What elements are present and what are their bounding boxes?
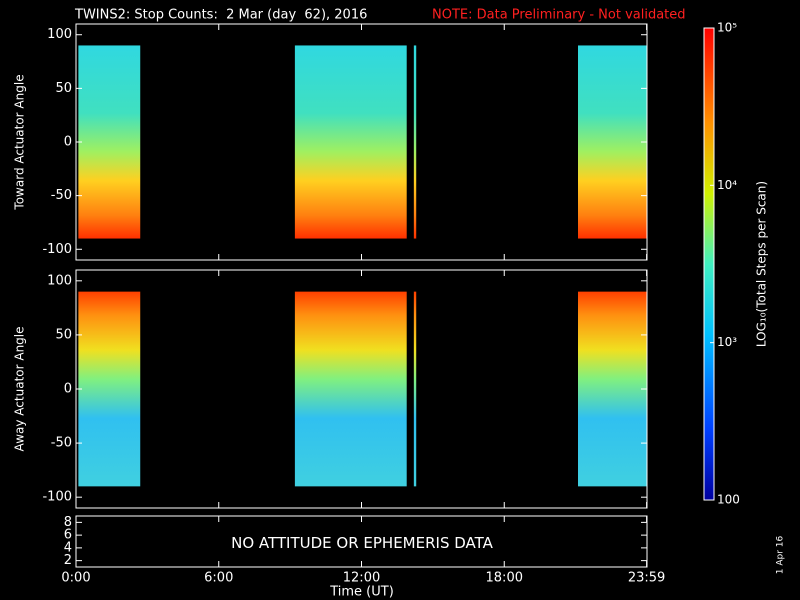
y-axis-label: Away Actuator Angle <box>13 326 27 451</box>
title: TWINS2: Stop Counts: 2 Mar (day 62), 201… <box>74 8 367 23</box>
y-tick-label: 2 <box>64 553 72 568</box>
y-tick-label: 8 <box>64 515 72 530</box>
data-block <box>578 291 647 487</box>
colorbar-tick-label: 10⁵ <box>717 21 737 35</box>
colorbar-label: LOG₁₀(Total Steps per Scan) <box>755 181 769 347</box>
data-block <box>413 291 417 487</box>
y-tick-label: 50 <box>55 81 72 96</box>
x-tick-label: 6:00 <box>204 571 233 586</box>
colorbar-tick-label: 10³ <box>717 335 737 349</box>
colorbar-tick-label: 100 <box>717 493 740 507</box>
x-axis-label: Time (UT) <box>329 585 394 600</box>
y-tick-label: 4 <box>64 540 72 555</box>
y-tick-label: -100 <box>42 242 72 257</box>
y-tick-label: -100 <box>42 490 72 505</box>
colorbar <box>703 27 715 501</box>
x-tick-label: 18:00 <box>486 571 523 586</box>
x-tick-label: 12:00 <box>343 571 380 586</box>
data-block <box>413 45 417 239</box>
y-tick-label: 100 <box>47 273 72 288</box>
y-axis-label: Toward Actuator Angle <box>13 74 27 210</box>
y-tick-label: 50 <box>55 327 72 342</box>
y-tick-label: 0 <box>64 382 72 397</box>
note: NOTE: Data Preliminary - Not validated <box>432 8 686 23</box>
annotation: NO ATTITUDE OR EPHEMERIS DATA <box>231 534 494 552</box>
x-tick-label: 0:00 <box>61 571 90 586</box>
data-block <box>78 291 141 487</box>
colorbar-tick-label: 10⁴ <box>717 178 737 192</box>
date-stamp: 1 Apr 16 <box>776 535 786 574</box>
data-block <box>78 45 141 239</box>
data-block <box>294 45 407 239</box>
data-block <box>578 45 647 239</box>
y-tick-label: -50 <box>51 436 72 451</box>
y-tick-label: 100 <box>47 27 72 42</box>
data-block <box>294 291 407 487</box>
x-tick-label: 23:59 <box>628 571 665 586</box>
y-tick-label: -50 <box>51 188 72 203</box>
y-tick-label: 6 <box>64 528 72 543</box>
y-tick-label: 0 <box>64 135 72 150</box>
